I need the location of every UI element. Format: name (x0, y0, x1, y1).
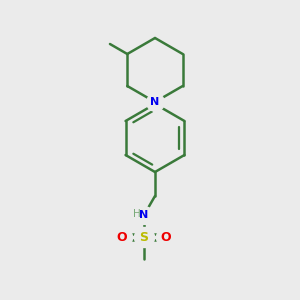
Text: N: N (150, 97, 160, 107)
Text: N: N (140, 210, 148, 220)
Text: O: O (161, 231, 171, 244)
Text: S: S (140, 231, 148, 244)
Text: O: O (117, 231, 127, 244)
Text: H: H (133, 209, 141, 219)
